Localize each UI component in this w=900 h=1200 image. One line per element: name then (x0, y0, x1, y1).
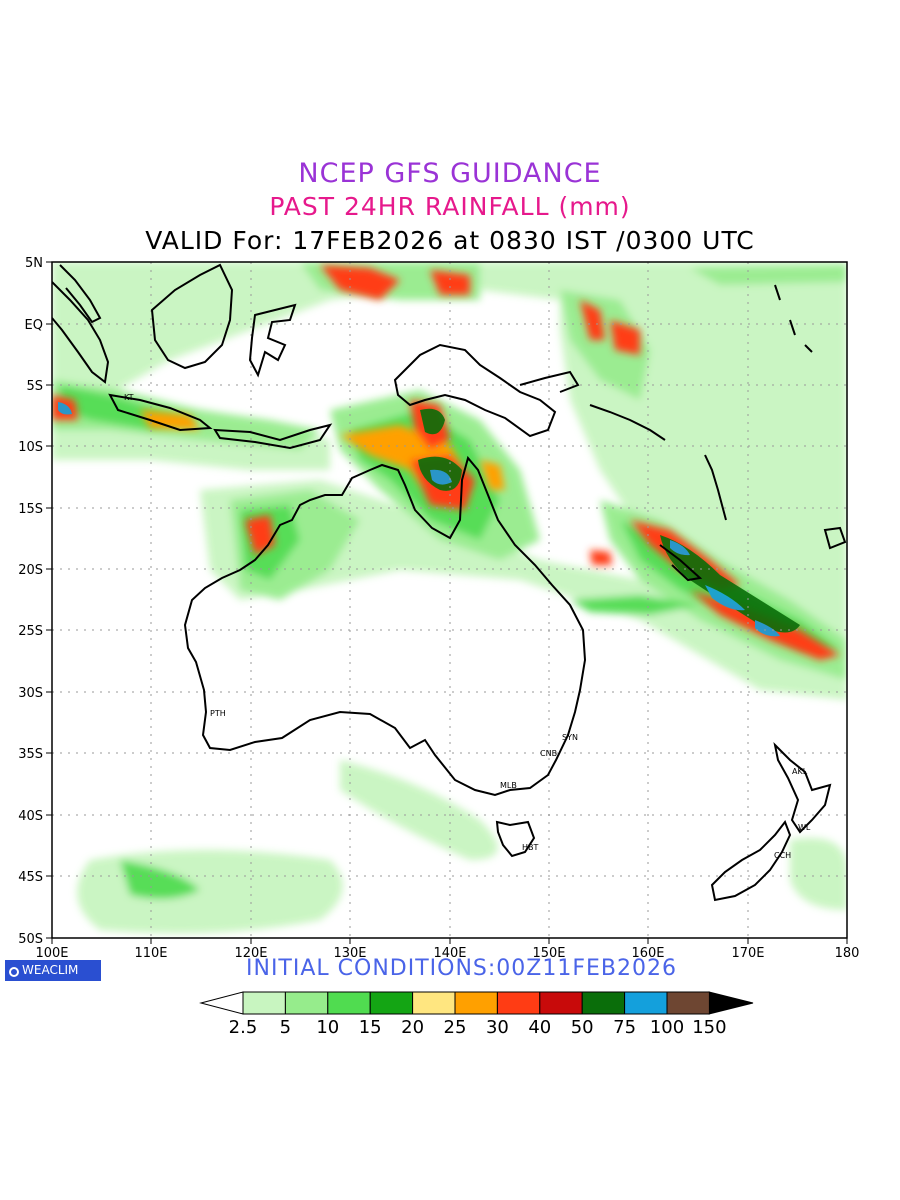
city-label: PTH (210, 709, 226, 718)
lon-label: 170E (731, 946, 764, 961)
longitude-labels: 100E 110E 120E 130E 140E 150E 160E 170E … (35, 946, 859, 961)
colorbar-low-arrow (199, 991, 244, 1015)
coastline-java (108, 393, 213, 432)
lat-label: 10S (18, 440, 43, 455)
lat-label: 25S (18, 624, 43, 639)
city-markers: PTH SYN CNB MLB HBT KT CCH WL AKL (124, 393, 811, 860)
colorbar-swatch (624, 991, 668, 1015)
coastline-australia (183, 455, 587, 797)
coastline-sulawesi (248, 303, 297, 378)
city-label: KT (124, 393, 134, 402)
coastline-borneo (150, 263, 234, 370)
weaclim-circle-icon (9, 967, 19, 977)
city-label: CNB (540, 749, 557, 758)
coastline-vanuatu (704, 454, 727, 521)
coastline-nz-north (773, 741, 832, 834)
colorbar (199, 991, 754, 1015)
colorbar-label: 2.5 (228, 1017, 258, 1038)
lon-label: 130E (333, 946, 366, 961)
city-label: CCH (774, 851, 791, 860)
lat-label: 45S (18, 870, 43, 885)
colorbar-swatch (327, 991, 371, 1015)
colorbar-label: 20 (401, 1017, 425, 1038)
colorbar-label: 75 (613, 1017, 637, 1038)
city-label: HBT (522, 843, 539, 852)
rainfall-shading (52, 262, 847, 934)
colorbar-swatch (242, 991, 286, 1015)
coastline-new-guinea (393, 343, 557, 438)
gridlines (52, 262, 847, 938)
coastline-fiji (823, 526, 847, 550)
colorbar-swatch (369, 991, 414, 1015)
coastline-islands-east (774, 284, 813, 353)
weaclim-logo: WEACLIM (5, 960, 101, 981)
latitude-labels: 5N EQ 5S 10S 15S 20S 25S 30S 35S 40S 45S… (18, 256, 43, 947)
colorbar-label: 50 (570, 1017, 594, 1038)
coastline-bismarck (519, 370, 580, 393)
city-label: SYN (562, 733, 578, 742)
coastline-new-caledonia (659, 544, 703, 582)
lat-label: 5S (26, 379, 43, 394)
lat-label: 15S (18, 502, 43, 517)
colorbar-swatch (454, 991, 498, 1015)
colorbar-high-arrow (708, 991, 754, 1015)
lat-label: 50S (18, 932, 43, 947)
colorbar-swatch (284, 991, 329, 1015)
colorbar-label: 10 (316, 1017, 340, 1038)
colorbar-label: 5 (279, 1017, 292, 1038)
coastline-timor (213, 423, 333, 450)
coastline-solomons (589, 404, 666, 441)
lat-label: 20S (18, 563, 43, 578)
colorbar-label: 150 (692, 1017, 727, 1038)
lat-label: 5N (25, 256, 43, 271)
lat-label: 30S (18, 686, 43, 701)
colorbar-swatch (581, 991, 626, 1015)
lat-label: EQ (25, 318, 43, 333)
title-variable: PAST 24HR RAINFALL (mm) (269, 192, 631, 221)
colorbar-swatch (412, 991, 456, 1015)
lon-label: 110E (134, 946, 167, 961)
city-label: AKL (792, 767, 808, 776)
title-model: NCEP GFS GUIDANCE (298, 158, 602, 189)
lat-label: 40S (18, 809, 43, 824)
colorbar-label: 30 (485, 1017, 509, 1038)
coastline-malay (59, 264, 102, 324)
initial-conditions: INITIAL CONDITIONS:00Z11FEB2026 (246, 956, 677, 981)
colorbar-swatch (666, 991, 710, 1015)
city-label: WL (798, 823, 811, 832)
lon-label: 100E (35, 946, 68, 961)
colorbar-label: 40 (528, 1017, 552, 1038)
colorbar-swatch (539, 991, 583, 1015)
coastlines (52, 263, 847, 902)
lon-label: 180 (835, 946, 860, 961)
lat-label: 35S (18, 747, 43, 762)
brand-label: WEACLIM (22, 963, 79, 977)
coastline-tasmania (495, 820, 536, 858)
coastline-sumatra (52, 281, 110, 384)
city-label: MLB (500, 781, 517, 790)
colorbar-label: 15 (358, 1017, 382, 1038)
lon-label: 140E (433, 946, 466, 961)
coastline-nz-south (710, 819, 792, 902)
lon-label: 160E (631, 946, 664, 961)
colorbar-label: 25 (443, 1017, 467, 1038)
colorbar-label: 100 (649, 1017, 685, 1038)
lon-label: 120E (234, 946, 267, 961)
lon-label: 150E (532, 946, 565, 961)
tick-marks (46, 261, 848, 944)
colorbar-swatch (496, 991, 541, 1015)
title-valid-time: VALID For: 17FEB2026 at 0830 IST /0300 U… (145, 226, 755, 255)
